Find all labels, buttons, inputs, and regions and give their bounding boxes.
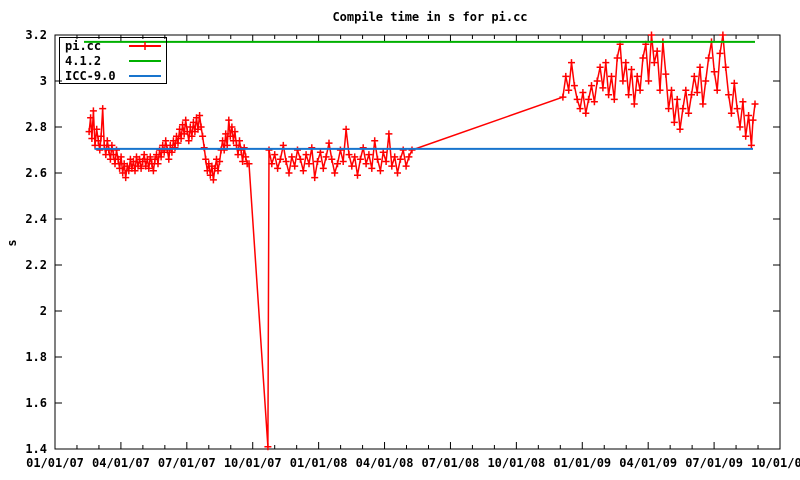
svg-text:04/01/07: 04/01/07	[92, 456, 150, 470]
series-pi-cc	[85, 31, 759, 451]
svg-text:01/01/08: 01/01/08	[290, 456, 348, 470]
svg-text:10/01/07: 10/01/07	[224, 456, 282, 470]
svg-text:10/01/08: 10/01/08	[487, 456, 545, 470]
svg-text:04/01/08: 04/01/08	[356, 456, 414, 470]
legend-row-icc-9-0: ICC-9.0	[60, 69, 166, 83]
legend-label-pi-cc: pi.cc	[65, 38, 102, 53]
svg-text:1.8: 1.8	[25, 350, 47, 364]
svg-text:07/01/09: 07/01/09	[685, 456, 743, 470]
svg-text:2.6: 2.6	[25, 166, 47, 180]
legend-row-4-1-2: 4.1.2	[60, 54, 166, 68]
legend-label-icc-9-0: ICC-9.0	[65, 68, 116, 83]
svg-text:1.6: 1.6	[25, 396, 47, 410]
legend-sample-icc-9-0-line-icon	[129, 74, 161, 77]
svg-text:3.2: 3.2	[25, 28, 47, 42]
x-axis-labels: 01/01/07 04/01/07 07/01/07 10/01/07 01/01/08…	[26, 456, 800, 470]
plot-frame	[54, 34, 781, 450]
svg-text:04/01/09: 04/01/09	[619, 456, 677, 470]
svg-text:2.4: 2.4	[25, 212, 47, 226]
y-axis-title: s	[5, 239, 19, 247]
svg-text:10/01/09: 10/01/09	[751, 456, 800, 470]
legend-label-4-1-2: 4.1.2	[65, 53, 102, 68]
svg-text:01/01/09: 01/01/09	[553, 456, 611, 470]
svg-text:1.4: 1.4	[25, 442, 47, 456]
svg-text:2.2: 2.2	[25, 258, 47, 272]
legend-sample-pi-cc-line-plus-icon	[129, 41, 161, 50]
svg-text:2: 2	[40, 304, 47, 318]
svg-text:2.8: 2.8	[25, 120, 47, 134]
svg-text:01/01/07: 01/01/07	[26, 456, 84, 470]
chart-title: Compile time in s for pi.cc	[332, 10, 528, 24]
svg-text:07/01/08: 07/01/08	[422, 456, 480, 470]
svg-text:3: 3	[40, 74, 47, 88]
y-axis-ticks	[55, 34, 780, 450]
legend-box: pi.cc 4.1.2 ICC-9.0	[59, 37, 167, 84]
y-axis-labels: 1.4 1.6 1.8 2 2.2 2.4 2.6 2.8 3 3.2	[25, 28, 47, 456]
svg-text:07/01/07: 07/01/07	[158, 456, 216, 470]
legend-sample-4-1-2-line-icon	[129, 59, 161, 62]
x-axis-ticks	[54, 35, 781, 449]
legend-row-pi-cc: pi.cc	[60, 39, 166, 53]
